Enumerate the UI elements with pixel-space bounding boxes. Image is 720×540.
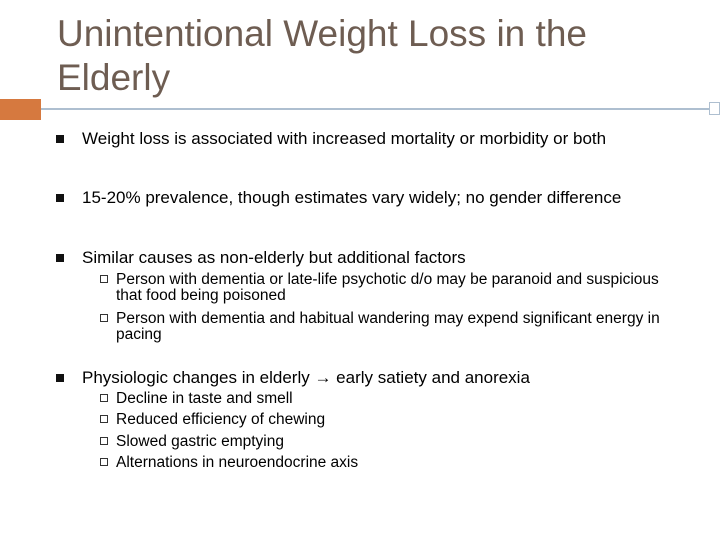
rule-cap xyxy=(709,102,720,115)
sub-bullet-text: Decline in taste and smell xyxy=(100,391,686,407)
sub-bullet-text: Person with dementia and habitual wander… xyxy=(100,311,686,343)
title-rule xyxy=(41,108,712,110)
sub-bullet-text: Slowed gastric emptying xyxy=(100,434,686,450)
sub-bullet-text: Person with dementia or late-life psycho… xyxy=(100,272,686,304)
accent-bar xyxy=(0,99,41,120)
sub-bullet-text: Reduced efficiency of chewing xyxy=(100,412,686,428)
bullet-text: 15-20% prevalence, though estimates vary… xyxy=(56,189,672,206)
bullet-text: Physiologic changes in elderly → early s… xyxy=(56,369,672,386)
sub-bullet-text: Alternations in neuroendocrine axis xyxy=(100,455,686,471)
slide-title: Unintentional Weight Loss in the Elderly xyxy=(57,13,587,98)
bullet-text: Similar causes as non-elderly but additi… xyxy=(56,249,672,266)
bullet-text: Weight loss is associated with increased… xyxy=(56,130,672,147)
